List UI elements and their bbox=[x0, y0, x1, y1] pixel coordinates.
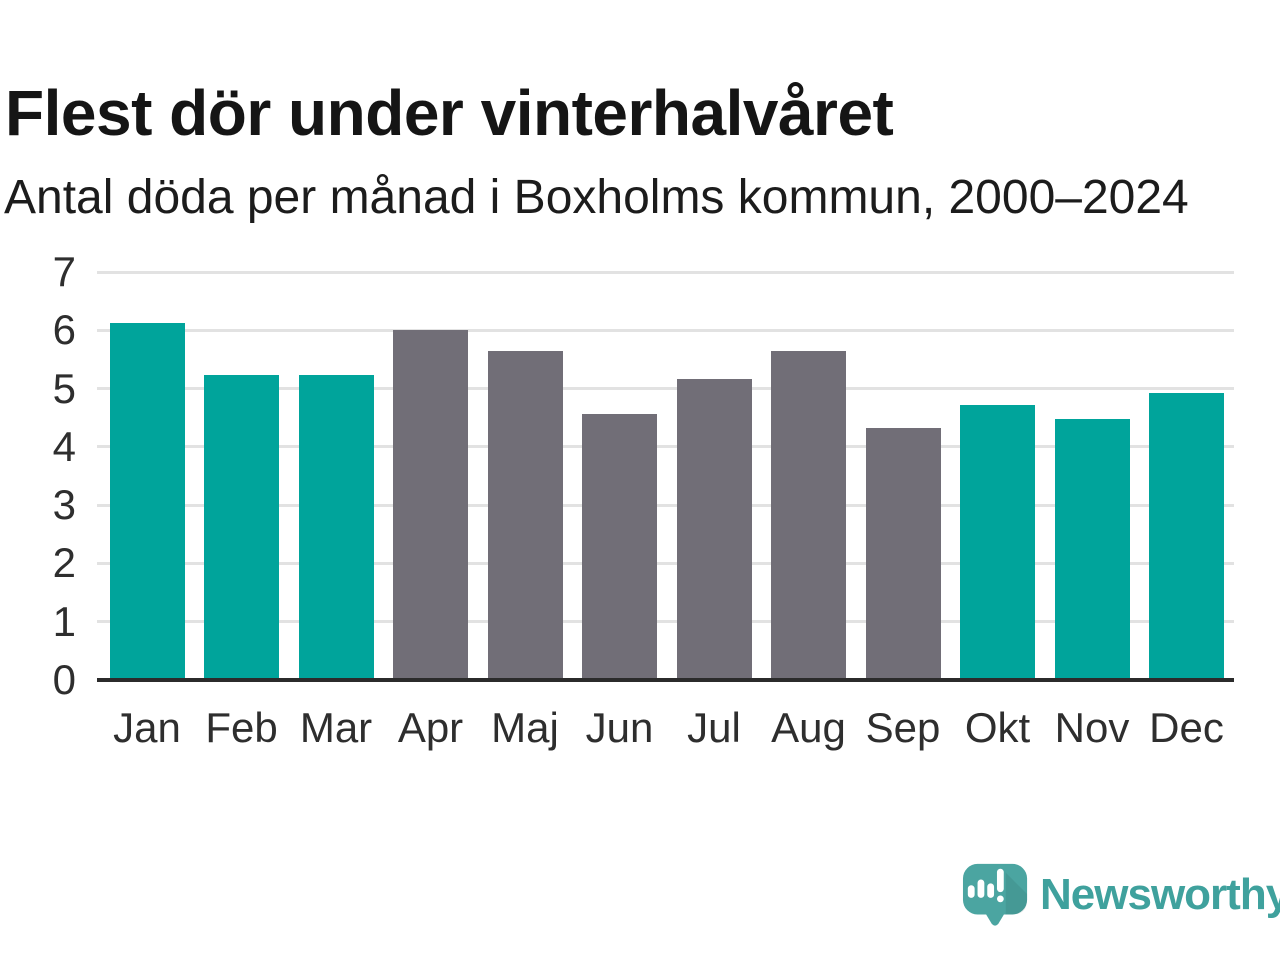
x-tick-dec: Dec bbox=[1149, 704, 1224, 751]
gridline-7 bbox=[97, 270, 1234, 274]
y-tick-6: 6 bbox=[52, 306, 76, 354]
gridline-2 bbox=[97, 561, 1234, 565]
bar-sep bbox=[865, 428, 941, 680]
bar-aug bbox=[771, 351, 846, 680]
x-axis-line bbox=[97, 678, 1234, 682]
bar-apr bbox=[393, 330, 468, 680]
y-tick-2: 2 bbox=[52, 539, 76, 587]
brand-name: Newsworthy bbox=[1040, 870, 1280, 919]
x-tick-nov: Nov bbox=[1054, 704, 1130, 751]
y-tick-1: 1 bbox=[52, 597, 76, 645]
gridline-3 bbox=[97, 503, 1234, 507]
y-axis-labels: 0 1 2 3 4 5 6 7 bbox=[0, 248, 78, 703]
bar-mar bbox=[298, 374, 374, 680]
x-tick-jun: Jun bbox=[585, 704, 654, 751]
y-tick-0: 0 bbox=[52, 656, 76, 703]
bar-dec bbox=[1149, 393, 1224, 680]
x-tick-aug: Aug bbox=[771, 704, 846, 751]
x-tick-feb: Feb bbox=[205, 704, 278, 751]
bar-jul bbox=[676, 379, 752, 680]
x-tick-jan: Jan bbox=[113, 704, 181, 751]
x-tick-jul: Jul bbox=[687, 704, 741, 751]
x-tick-apr: Apr bbox=[397, 704, 464, 751]
gridline-5 bbox=[97, 387, 1234, 391]
bar-chart: 0 1 2 3 4 5 6 7 Jan Feb Mar Apr Maj Jun Jul Aug Sep Okt N… bbox=[0, 248, 1280, 772]
y-tick-5: 5 bbox=[52, 364, 76, 412]
chart-title: Flest dör under vinterhalvåret bbox=[5, 76, 894, 149]
bar-feb bbox=[204, 374, 279, 680]
y-tick-7: 7 bbox=[52, 248, 76, 295]
y-tick-3: 3 bbox=[52, 481, 76, 529]
brand-footer: Newsworthy bbox=[962, 861, 1280, 929]
gridline-6 bbox=[97, 328, 1234, 332]
y-tick-4: 4 bbox=[52, 422, 76, 470]
newsworthy-logo-icon bbox=[962, 863, 1028, 926]
bar-jan bbox=[109, 323, 185, 680]
x-tick-mar: Mar bbox=[299, 704, 373, 751]
bar-jun bbox=[582, 414, 657, 680]
bar-nov bbox=[1054, 418, 1130, 680]
plot-area bbox=[97, 270, 1234, 682]
x-tick-sep: Sep bbox=[865, 704, 941, 751]
x-tick-maj: Maj bbox=[491, 704, 559, 751]
bar-maj bbox=[487, 351, 563, 680]
bar-okt bbox=[960, 404, 1035, 680]
gridline-4 bbox=[97, 445, 1234, 449]
x-tick-okt: Okt bbox=[964, 704, 1031, 751]
gridline-1 bbox=[97, 620, 1234, 624]
chart-subtitle: Antal döda per månad i Boxholms kommun, … bbox=[4, 171, 1189, 224]
